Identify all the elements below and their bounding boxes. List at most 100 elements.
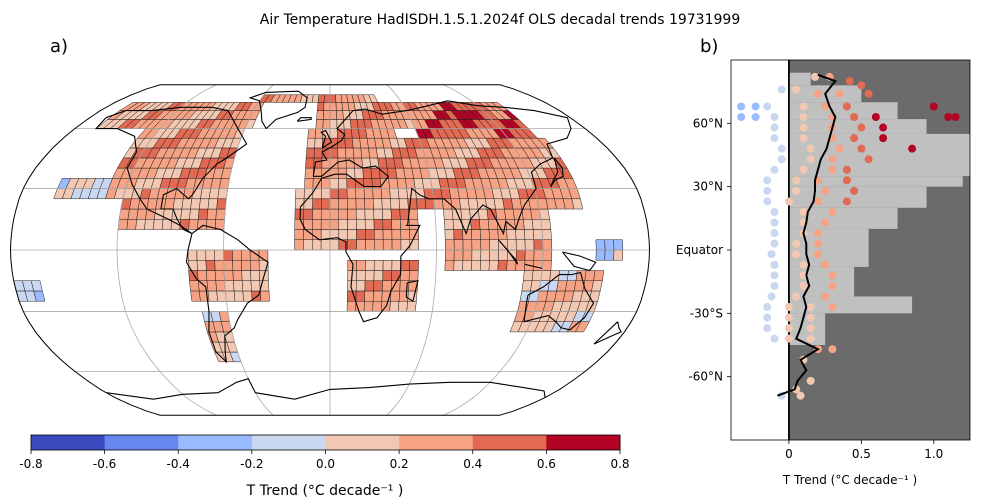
- zonal-point: [806, 324, 815, 333]
- colorbar-segment: [325, 435, 400, 450]
- zonal-point: [842, 165, 851, 174]
- coastline: [523, 271, 595, 331]
- map-cell: [329, 167, 339, 179]
- zonal-point: [792, 85, 801, 94]
- map-cell: [398, 198, 409, 210]
- map-cell: [453, 239, 464, 251]
- map-cell: [409, 239, 420, 251]
- map-cell: [400, 259, 411, 271]
- map-cell: [364, 280, 375, 292]
- map-cell: [223, 259, 234, 271]
- map-cell: [453, 229, 464, 241]
- map-cell: [249, 259, 260, 271]
- colorbar-segment: [178, 435, 253, 450]
- map-cell: [355, 198, 366, 210]
- zonal-point: [763, 176, 772, 185]
- map-cell: [304, 178, 314, 189]
- map-cell: [399, 208, 410, 220]
- zonal-point: [821, 218, 830, 227]
- zonal-point: [777, 85, 786, 94]
- map-cell: [206, 208, 217, 220]
- map-cell: [531, 270, 543, 281]
- map-cell: [153, 219, 164, 230]
- map-cell: [321, 198, 331, 210]
- map-cell: [337, 137, 346, 149]
- zonal-point: [857, 81, 866, 90]
- zonal-point: [767, 292, 776, 301]
- map-cell: [329, 198, 339, 210]
- map-cell: [216, 198, 227, 210]
- zonal-point: [813, 229, 822, 238]
- map-cell: [459, 198, 470, 210]
- zonal-coverage-bar: [788, 176, 963, 187]
- colorbar-segment: [104, 435, 179, 450]
- map-cell: [372, 188, 383, 200]
- map-cell: [241, 259, 251, 271]
- map-cell: [460, 208, 471, 220]
- zonal-point: [799, 102, 808, 111]
- map-cell: [214, 259, 225, 271]
- zonal-point: [737, 102, 746, 111]
- map-cell: [313, 147, 323, 159]
- map-cell: [363, 300, 374, 312]
- map-cell: [391, 239, 402, 251]
- map-cell: [206, 270, 217, 281]
- map-cell: [495, 208, 507, 220]
- map-cell: [379, 178, 390, 189]
- zonal-point: [799, 208, 808, 216]
- map-cell: [329, 239, 340, 251]
- map-cell: [356, 229, 366, 241]
- map-cell: [347, 239, 357, 251]
- map-cell: [506, 259, 517, 271]
- zonal-point: [842, 102, 851, 111]
- map-cell: [180, 208, 191, 220]
- map-cell: [304, 167, 314, 179]
- map-cell: [311, 239, 322, 251]
- zonal-point: [828, 208, 837, 216]
- coastline: [405, 279, 419, 303]
- map-cell: [372, 300, 383, 312]
- map-cell: [388, 178, 399, 189]
- zonal-coverage-bar: [788, 207, 898, 229]
- map-cell: [372, 290, 383, 302]
- map-cell: [613, 249, 624, 261]
- map-cell: [233, 290, 244, 302]
- map-cell: [224, 280, 235, 292]
- zonal-y-tick-label: -60°N: [688, 370, 723, 384]
- zonal-point: [828, 155, 837, 164]
- map-cell: [373, 270, 384, 281]
- zonal-point: [751, 102, 760, 111]
- map-cell: [479, 219, 490, 230]
- map-cell: [312, 208, 322, 220]
- map-cell: [389, 300, 400, 312]
- zonal-point: [770, 123, 779, 132]
- map-cell: [338, 188, 348, 200]
- zonal-point: [864, 89, 873, 98]
- map-cell: [354, 167, 364, 179]
- map-cell: [295, 188, 305, 200]
- map-cell: [382, 270, 393, 281]
- map-cell: [181, 198, 193, 210]
- map-cell: [364, 198, 374, 210]
- zonal-point: [792, 250, 801, 259]
- map-cell: [382, 229, 393, 241]
- map-cell: [450, 198, 462, 210]
- map-cell: [347, 219, 357, 230]
- colorbar-segment: [31, 435, 106, 450]
- map-cell: [312, 219, 322, 230]
- map-cell: [480, 249, 491, 261]
- map-cell: [153, 208, 165, 220]
- map-cell: [329, 102, 337, 111]
- map-cell: [373, 219, 384, 230]
- zonal-point: [770, 113, 779, 121]
- map-cell: [536, 137, 554, 149]
- map-cell: [315, 119, 324, 129]
- map-cell: [322, 119, 331, 129]
- zonal-coverage-bar: [788, 72, 811, 86]
- map-cell: [329, 119, 338, 129]
- zonal-point: [770, 260, 779, 269]
- map-cell: [305, 157, 315, 169]
- map-cell: [336, 110, 344, 120]
- map-cell: [136, 208, 148, 220]
- zonal-point: [806, 155, 815, 164]
